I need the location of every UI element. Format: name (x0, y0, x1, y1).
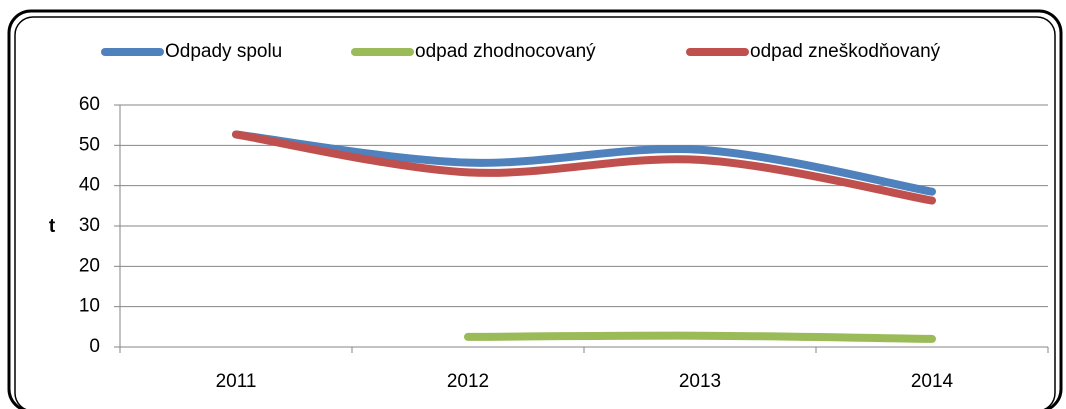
y-tick-label: 10 (79, 296, 100, 317)
x-tick-label: 2014 (911, 371, 954, 392)
legend-label: Odpady spolu (165, 41, 282, 62)
y-tick-label: 50 (79, 134, 100, 155)
line (464, 331, 936, 343)
y-tick-label: 60 (79, 94, 100, 115)
y-axis-label: t (49, 216, 56, 237)
x-tick-label: 2012 (447, 371, 489, 392)
x-tick-label: 2011 (216, 371, 257, 392)
y-tick-label: 30 (79, 215, 100, 236)
frame (7, 9, 1063, 409)
legend-label: odpad zneškodňovaný (750, 41, 941, 62)
y-tick-label: 20 (79, 255, 100, 276)
frame-inner (14, 16, 1056, 409)
line (232, 130, 936, 196)
y-tick-label: 40 (79, 175, 100, 196)
y-tick-label: 0 (89, 336, 100, 357)
legend-label: odpad zhodnocovaný (415, 41, 596, 62)
x-tick-label: 2013 (679, 371, 721, 392)
line (232, 130, 936, 205)
